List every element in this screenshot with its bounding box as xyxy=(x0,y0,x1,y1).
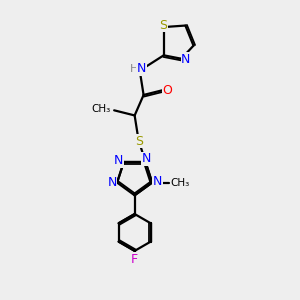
Text: S: S xyxy=(135,134,143,148)
Text: CH₃: CH₃ xyxy=(91,104,110,114)
Text: N: N xyxy=(142,152,152,165)
Text: N: N xyxy=(107,176,117,189)
Text: N: N xyxy=(137,62,146,75)
Text: N: N xyxy=(153,175,162,188)
Text: N: N xyxy=(181,53,190,66)
Text: CH₃: CH₃ xyxy=(171,178,190,188)
Text: S: S xyxy=(159,19,167,32)
Text: O: O xyxy=(163,84,172,97)
Text: H: H xyxy=(130,64,138,74)
Text: N: N xyxy=(114,154,123,167)
Text: F: F xyxy=(131,253,138,266)
